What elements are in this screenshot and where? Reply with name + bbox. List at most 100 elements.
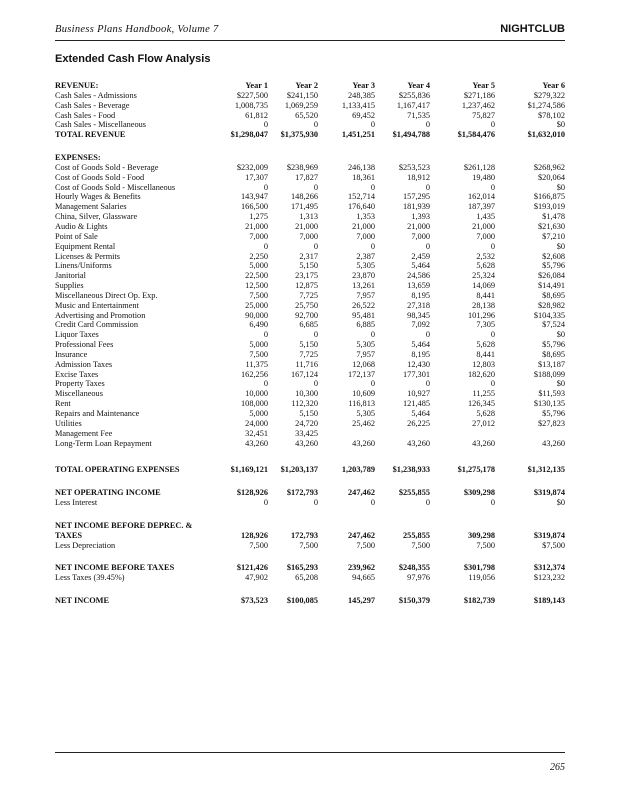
value-cell: 145,297 (348, 596, 375, 606)
table-row: Insurance 7,500 7,725 7,957 8,195 8,441 $8,695 (55, 350, 565, 360)
value-cell: $2,608 (542, 251, 565, 261)
table-row: Janitorial 22,500 23,175 23,870 24,586 25,324… (55, 271, 565, 281)
value-cell: 0 (313, 182, 318, 192)
row-label-cell: Professional Fees (55, 340, 220, 350)
value-cell: 7,500 (411, 540, 430, 550)
value-cell: 0 (263, 330, 268, 340)
row-label-cell: Long-Term Loan Repayment (55, 439, 220, 449)
value-cell (495, 429, 565, 439)
table-row: Music and Entertainment 25,000 25,750 26,52… (55, 301, 565, 311)
value-cell: $165,293 (286, 563, 318, 573)
value-cell: 1,203,789 (341, 465, 375, 475)
table-row: Less Taxes (39.45%) 47,902 65,208 94,665 97,… (55, 573, 565, 583)
value-cell: 97,976 (407, 573, 430, 583)
value-cell: 309,298 (468, 530, 495, 540)
value-cell: 22,500 (245, 271, 268, 281)
value-cell: 25,750 (295, 300, 318, 310)
value-cell: $8,695 (542, 290, 565, 300)
value-cell: $188,099 (533, 369, 565, 379)
column-header: Year 1 (245, 81, 268, 90)
row-label-cell: Excise Taxes (55, 370, 220, 380)
row-label-cell: NET INCOME (55, 583, 220, 606)
value-cell: 176,640 (348, 202, 375, 212)
value-cell: 5,000 (249, 261, 268, 271)
empty-cell (268, 140, 318, 163)
value-cell: $130,135 (533, 399, 565, 409)
value-cell: $26,084 (538, 271, 565, 281)
value-cell: 10,300 (295, 389, 318, 399)
value-cell: 1,393 (411, 212, 430, 222)
value-cell: 90,000 (245, 310, 268, 320)
value-cell: 0 (370, 241, 375, 251)
value-cell: 0 (263, 498, 268, 508)
table-row: Licenses & Permits 2,250 2,317 2,387 2,459 2,… (55, 252, 565, 262)
value-cell: 10,609 (352, 389, 375, 399)
row-label-cell: Rent (55, 399, 220, 409)
table-row: China, Silver, Glassware 1,275 1,313 1,353 1… (55, 212, 565, 222)
table-row: Cost of Goods Sold - Miscellaneous 0 0 0 0 0 $… (55, 183, 565, 193)
value-cell: 7,725 (299, 349, 318, 359)
value-cell: 7,500 (476, 540, 495, 550)
value-cell: $7,500 (542, 540, 565, 550)
value-cell: 0 (313, 241, 318, 251)
empty-cell (495, 140, 565, 163)
value-cell: 7,500 (299, 540, 318, 550)
value-cell: $253,523 (398, 162, 430, 172)
value-cell: $5,796 (542, 409, 565, 418)
value-cell: $1,169,121 (230, 465, 268, 475)
value-cell: $1,298,047 (230, 130, 268, 140)
value-cell: 19,480 (472, 172, 495, 182)
value-cell: 94,665 (352, 573, 375, 583)
table-row: Miscellaneous Direct Op. Exp. 7,500 7,725 7… (55, 291, 565, 301)
value-cell: 1,313 (299, 212, 318, 222)
row-label-cell: TOTAL OPERATING EXPENSES (55, 448, 220, 475)
row-label-cell: Less Taxes (39.45%) (55, 573, 220, 583)
row-label: Cash Sales - Admissions (55, 90, 137, 100)
row-label: Music and Entertainment (55, 300, 139, 310)
value-cell: 239,962 (348, 563, 375, 573)
row-label: Linens/Uniforms (55, 261, 112, 271)
value-cell: 0 (490, 182, 495, 192)
table-row: Audio & Lights 21,000 21,000 21,000 21,000 21… (55, 222, 565, 232)
value-cell: 0 (370, 330, 375, 340)
value-cell: 23,175 (295, 271, 318, 281)
value-cell: 11,716 (295, 359, 318, 369)
table-row: Point of Sale 7,000 7,000 7,000 7,000 7,000 $7… (55, 232, 565, 242)
value-cell: 17,827 (295, 172, 318, 182)
row-label: NET INCOME BEFORE DEPREC. & TAXES (55, 520, 193, 540)
table-row: Miscellaneous 10,000 10,300 10,609 10,927 11,… (55, 389, 565, 399)
value-cell: $255,836 (398, 90, 430, 100)
value-cell: $5,796 (542, 261, 565, 271)
value-cell: 5,464 (411, 261, 430, 271)
value-cell: 1,353 (356, 212, 375, 222)
value-cell: 172,793 (291, 530, 318, 540)
value-cell: $238,969 (286, 162, 318, 172)
value-cell: 1,133,415 (341, 100, 375, 110)
table-row: Hourly Wages & Benefits 143,947 148,266 152… (55, 192, 565, 202)
value-cell: 8,441 (476, 349, 495, 359)
value-cell: 43,260 (472, 438, 495, 448)
value-cell: 5,305 (356, 409, 375, 418)
value-cell: 33,425 (295, 428, 318, 438)
value-cell (375, 429, 430, 439)
value-cell: $189,143 (533, 596, 565, 606)
row-label-cell: Linens/Uniforms (55, 261, 220, 271)
table-row: Credit Card Commission 6,490 6,685 6,885 7,0… (55, 320, 565, 330)
value-cell: 43,260 (295, 438, 318, 448)
value-cell: $1,375,930 (280, 130, 318, 140)
value-cell: $241,150 (286, 90, 318, 100)
value-cell: 7,500 (356, 540, 375, 550)
value-cell: 7,305 (476, 320, 495, 330)
row-label: Liquor Taxes (55, 330, 99, 340)
value-cell: 12,430 (407, 359, 430, 369)
value-cell: 172,137 (348, 369, 375, 379)
table-row: NET INCOME BEFORE TAXES $121,426 $165,293 2… (55, 550, 565, 573)
value-cell: $7,210 (542, 231, 565, 241)
value-cell: 7,092 (411, 320, 430, 330)
row-label-cell: Cash Sales - Beverage (55, 101, 220, 111)
value-cell: 7,500 (249, 290, 268, 300)
empty-cell (220, 140, 268, 163)
value-cell: 108,000 (241, 399, 268, 409)
value-cell: 24,586 (407, 271, 430, 281)
